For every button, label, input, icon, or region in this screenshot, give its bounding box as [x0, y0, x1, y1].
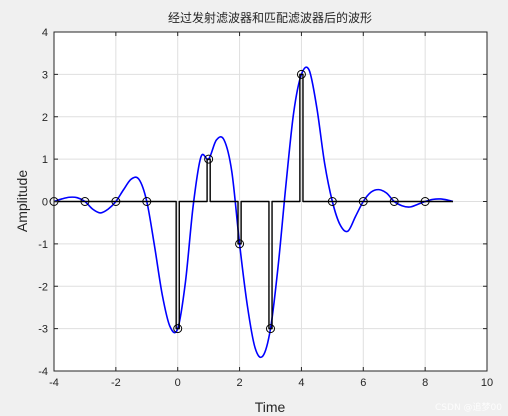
x-tick-label: 0 — [175, 377, 181, 389]
x-tick-label: -4 — [49, 377, 59, 389]
impulse-line — [54, 73, 453, 330]
y-tick-label: -4 — [38, 366, 48, 378]
sample-marker — [173, 324, 183, 334]
sample-marker — [266, 324, 275, 334]
series-layer — [49, 66, 454, 359]
sample-marker — [204, 154, 214, 164]
waveform-line — [53, 66, 454, 359]
y-axis-label: Amplitude — [14, 170, 30, 232]
sample-marker — [327, 197, 337, 206]
sample-marker — [80, 197, 90, 206]
y-tick-label: 2 — [42, 112, 48, 124]
sample-marker — [111, 197, 121, 206]
y-tick-label: 3 — [42, 69, 48, 81]
tick-layer: -4 -2 0 2 4 6 8 10 -4 -3 -2 -1 0 1 2 3 4 — [38, 27, 493, 389]
sample-marker — [296, 69, 306, 79]
y-tick-label: 4 — [42, 27, 48, 39]
x-tick-label: 8 — [422, 377, 428, 389]
x-tick-label: -2 — [111, 377, 121, 389]
sample-marker — [142, 197, 152, 206]
sample-marker — [389, 197, 399, 206]
x-axis-label: Time — [255, 399, 286, 415]
x-tick-label: 10 — [481, 377, 493, 389]
sample-marker — [420, 197, 430, 206]
watermark: CSDN @追梦00 — [435, 401, 502, 413]
y-tick-label: -2 — [38, 281, 48, 293]
sample-marker — [235, 239, 245, 249]
chart-title: 经过发射滤波器和匹配滤波器后的波形 — [168, 10, 372, 25]
x-tick-label: 2 — [237, 377, 243, 389]
y-tick-label: -3 — [38, 324, 48, 336]
sample-marker — [358, 197, 368, 206]
y-tick-label: 0 — [42, 197, 48, 209]
y-tick-label: -1 — [38, 239, 48, 251]
x-tick-label: 4 — [298, 377, 304, 389]
y-tick-label: 1 — [42, 154, 48, 166]
x-tick-label: 6 — [360, 377, 366, 389]
